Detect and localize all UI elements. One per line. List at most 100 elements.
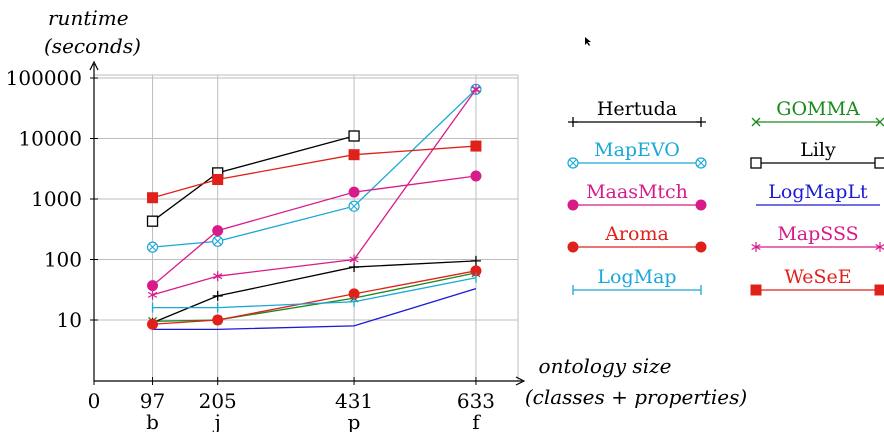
mouse-cursor-icon <box>585 37 591 46</box>
x-axis-title-line2: (classes + properties) <box>525 385 747 409</box>
legend-label: MapSSS <box>777 223 858 245</box>
circle-marker <box>695 199 707 211</box>
y-axis-arrow <box>89 60 99 71</box>
legend-item-maasmtch: MaasMtch <box>567 181 707 211</box>
legend-label: Aroma <box>604 223 669 245</box>
legend-item-wesee: WeSeE <box>750 266 884 296</box>
series-line <box>152 260 476 324</box>
square-marker <box>750 284 762 296</box>
plus-marker <box>696 117 706 127</box>
series-line <box>152 88 477 296</box>
otimes-marker-cross <box>213 237 222 246</box>
legend-label: MapEVO <box>594 139 680 161</box>
legend-label: GOMMA <box>776 98 860 120</box>
circle-marker <box>470 170 482 182</box>
series-maasmtch <box>147 170 482 292</box>
y-tick-label: 10 <box>57 308 82 332</box>
legend-item-hertuda: Hertuda <box>568 98 706 127</box>
series-aroma <box>147 265 482 330</box>
y-axis-title-line1: runtime <box>48 6 129 30</box>
circle-marker <box>212 225 224 237</box>
legend-label: WeSeE <box>784 266 851 288</box>
circle-marker <box>147 280 159 292</box>
axes <box>89 60 526 386</box>
circle-marker <box>212 314 224 326</box>
square-open-marker <box>348 130 360 142</box>
legend-label: Hertuda <box>597 98 677 120</box>
series-wesee <box>147 140 482 204</box>
legend-item-gomma: GOMMA <box>751 98 884 127</box>
x-axis-arrow <box>515 376 526 386</box>
cross-marker <box>751 117 761 127</box>
star-marker <box>875 242 884 252</box>
series-hertuda <box>147 255 481 328</box>
otimes-marker-cross <box>569 159 577 167</box>
x-tick-label: 97 <box>140 389 165 413</box>
x-tick-sublabel: b <box>146 410 159 432</box>
y-tick-label: 100000 <box>6 66 82 90</box>
square-marker <box>348 149 360 161</box>
star-marker <box>213 271 223 282</box>
series-line <box>152 145 476 199</box>
series-line <box>152 88 477 248</box>
series-line <box>152 272 477 322</box>
grid <box>94 74 519 381</box>
x-tick-label: 431 <box>335 389 373 413</box>
circle-marker <box>567 199 579 211</box>
legend-item-logmaplt: LogMapLt <box>756 181 880 206</box>
legend-item-lily: Lily <box>750 139 884 169</box>
square-open-marker <box>750 157 762 169</box>
x-tick-sublabel: j <box>213 410 221 432</box>
legend-label: Lily <box>800 139 836 161</box>
square-marker <box>874 284 884 296</box>
series-line <box>152 175 477 287</box>
legend-label: LogMap <box>597 266 676 288</box>
legend-item-mapevo: MapEVO <box>567 139 707 169</box>
y-tick-label: 10000 <box>18 127 82 151</box>
square-open-marker <box>146 215 159 227</box>
star-marker <box>471 84 481 95</box>
plus-marker <box>470 255 481 266</box>
otimes-marker-cross <box>148 243 157 252</box>
series-line <box>152 270 477 325</box>
legend-item-logmap: LogMap <box>572 266 702 295</box>
y-tick-label: 1000 <box>31 187 82 211</box>
legend-label: MaasMtch <box>586 181 688 203</box>
legend-label: LogMapLt <box>768 181 868 203</box>
y-tick-label: 100 <box>44 248 82 272</box>
series-line <box>152 135 355 222</box>
otimes-marker-cross <box>697 159 705 167</box>
star-marker <box>349 254 359 265</box>
cross-marker <box>875 117 884 127</box>
square-marker <box>212 174 224 186</box>
circle-marker <box>567 241 579 253</box>
square-open-marker <box>874 157 884 169</box>
circle-marker <box>695 241 707 253</box>
plus-marker <box>568 117 578 127</box>
x-tick-label: 205 <box>199 389 237 413</box>
plus-marker <box>212 290 223 301</box>
x-tick-label: 633 <box>457 389 495 413</box>
series-mapevo <box>146 83 482 253</box>
square-marker <box>470 140 482 152</box>
series-line <box>152 288 477 331</box>
otimes-marker-cross <box>350 202 358 211</box>
series-lily <box>146 130 360 227</box>
legend-item-aroma: Aroma <box>567 223 707 253</box>
series-mapsss <box>147 84 481 300</box>
x-tick-sublabel: f <box>472 410 481 432</box>
series-logmap <box>151 272 477 313</box>
x-tick-label: 0 <box>88 389 101 413</box>
x-axis-title-line1: ontology size <box>539 354 672 378</box>
series-line <box>152 277 477 309</box>
circle-marker <box>348 186 360 198</box>
x-tick-sublabel: p <box>348 410 361 432</box>
star-marker <box>751 242 761 252</box>
star-marker <box>147 289 158 300</box>
legend: Hertuda MapEVO MaasMtch Aroma LogMap GOMMA Lil… <box>567 98 884 296</box>
circle-marker <box>147 318 159 330</box>
square-marker <box>147 192 159 204</box>
series-gomma <box>148 268 481 326</box>
